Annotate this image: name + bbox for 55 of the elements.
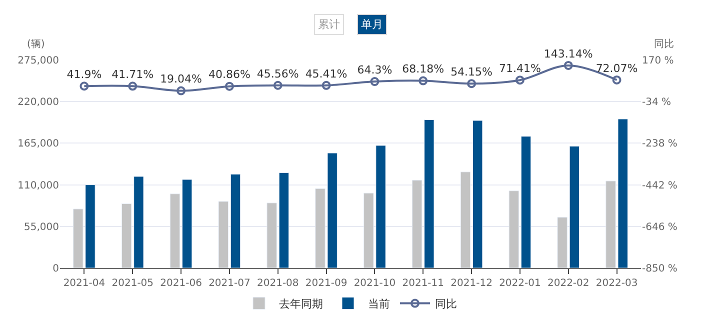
- x-tick-label: 2021-07: [208, 278, 250, 289]
- x-tick-label: 2021-06: [160, 278, 202, 289]
- legend-label: 同比: [435, 298, 457, 311]
- data-label: 143.14%: [544, 47, 593, 60]
- y-tick-label: 55,000: [24, 222, 59, 233]
- point: [224, 82, 234, 91]
- y-tick-label: 110,000: [18, 180, 59, 192]
- point: [612, 75, 622, 84]
- y2-tick-label: 170 %: [642, 56, 674, 66]
- data-label: 54.15%: [450, 65, 493, 78]
- data-label: 45.56%: [256, 67, 299, 80]
- point: [80, 82, 89, 91]
- point: [176, 86, 186, 96]
- y-axis-title: (辆): [27, 38, 45, 50]
- text: 单月: [361, 18, 383, 31]
- data-label: 71.41%: [498, 62, 541, 75]
- x-tick-label: 2021-08: [256, 278, 299, 289]
- point: [128, 82, 138, 91]
- y2-tick-label: -646 %: [642, 222, 678, 233]
- x-tick-label: 2021-09: [305, 278, 348, 289]
- x-tick-label: 2022-03: [596, 278, 638, 289]
- y-tick-label: 0: [52, 264, 59, 274]
- data-label: 64.3%: [357, 63, 392, 76]
- y-tick-label: 220,000: [18, 97, 59, 108]
- text: 累计: [318, 18, 340, 31]
- point: [515, 76, 524, 85]
- y2-tick-label: -442 %: [642, 180, 678, 192]
- point: [564, 60, 573, 70]
- x-tick-label: 2021-11: [402, 278, 444, 289]
- data-label: 45.41%: [305, 67, 348, 80]
- y-tick-label: 165,000: [18, 138, 59, 150]
- x-tick-label: 2021-10: [354, 278, 396, 289]
- legend-label: 去年同期: [279, 298, 323, 311]
- x-tick-label: 2021-12: [450, 278, 492, 289]
- y2-tick-label: -34 %: [642, 97, 672, 108]
- data-label: 19.04%: [160, 72, 202, 86]
- data-label: 41.9%: [66, 68, 102, 81]
- legend-label: 当前: [368, 298, 390, 311]
- point: [418, 76, 428, 86]
- data-label: 72.07%: [596, 62, 638, 75]
- x-tick-label: 2021-05: [112, 278, 154, 289]
- y2-axis-title: 同比: [654, 38, 674, 50]
- y2-tick-label: -238 %: [642, 138, 678, 150]
- point: [467, 79, 476, 88]
- data-label: 40.86%: [208, 68, 250, 82]
- y-tick-label: 275,000: [18, 56, 59, 66]
- data-label: 41.71%: [112, 68, 154, 82]
- y2-tick-label: -850 %: [642, 264, 678, 274]
- point: [322, 80, 331, 90]
- x-tick-label: 2022-01: [499, 278, 541, 289]
- point: [370, 77, 380, 86]
- point: [273, 80, 282, 90]
- x-tick-label: 2021-04: [63, 278, 106, 289]
- data-label: 68.18%: [402, 62, 444, 76]
- x-tick-label: 2022-02: [547, 278, 590, 289]
